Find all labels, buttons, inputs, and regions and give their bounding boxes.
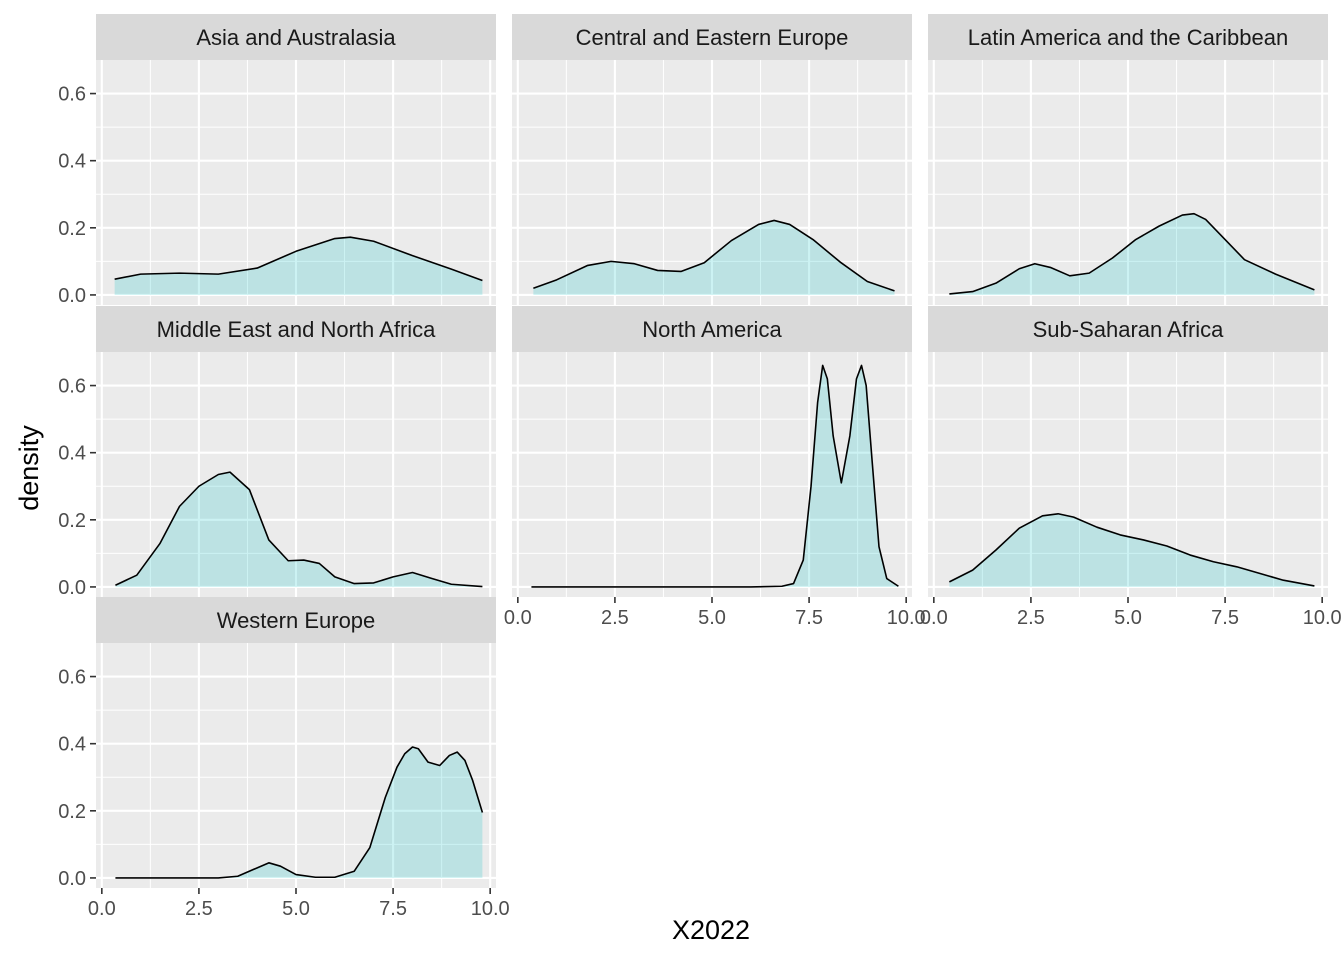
strip-label: Latin America and the Caribbean xyxy=(968,25,1288,50)
density-area xyxy=(114,237,483,295)
y-tick-label: 0.6 xyxy=(58,667,86,689)
y-tick-label: 0.0 xyxy=(58,285,86,307)
x-tick-label: 5.0 xyxy=(1114,607,1142,629)
x-tick-label: 10.0 xyxy=(887,607,926,629)
x-tick-label: 2.5 xyxy=(185,898,213,920)
y-axis-title: density xyxy=(14,425,44,511)
x-tick-label: 7.5 xyxy=(379,898,407,920)
strip-background xyxy=(96,306,496,352)
density-line xyxy=(114,236,483,282)
x-tick-label: 0.0 xyxy=(504,607,532,629)
panel-latin-america-and-the-caribbean: Latin America and the Caribbean xyxy=(928,14,1328,305)
strip-background xyxy=(928,14,1328,60)
x-tick-label: 10.0 xyxy=(471,898,510,920)
strip-label: North America xyxy=(642,317,782,342)
y-tick-label: 0.4 xyxy=(58,734,86,756)
x-tick-label: 0.0 xyxy=(920,607,948,629)
density-line xyxy=(115,746,484,879)
density-area xyxy=(949,513,1315,587)
x-tick-label: 5.0 xyxy=(698,607,726,629)
y-tick-label: 0.6 xyxy=(58,376,86,398)
y-tick-label: 0.0 xyxy=(58,577,86,599)
strip-label: Middle East and North Africa xyxy=(157,317,437,342)
strip-label: Sub-Saharan Africa xyxy=(1033,317,1225,342)
panel-north-america: North America 0.0 2.5 5.0 7.5 10.0 xyxy=(504,306,926,629)
strip-label: Western Europe xyxy=(217,608,376,633)
y-tick-label: 0.2 xyxy=(58,218,86,240)
panel-central-and-eastern-europe: Central and Eastern Europe xyxy=(512,14,912,305)
density-line xyxy=(948,512,1315,587)
y-tick-label: 0.0 xyxy=(58,868,86,890)
density-area xyxy=(115,472,483,587)
strip-background xyxy=(512,14,912,60)
x-tick-label: 2.5 xyxy=(601,607,629,629)
y-tick-label: 0.4 xyxy=(58,151,86,173)
panel-asia-and-australasia: Asia and Australasia 0.0 0.2 0.4 0.6 xyxy=(58,14,496,307)
x-tick-label: 0.0 xyxy=(88,898,116,920)
panel-western-europe: Western Europe 0.0 0.2 0.4 0.6 0.0 2.5 5.0 7.5 10… xyxy=(58,597,510,920)
strip-label: Asia and Australasia xyxy=(196,25,396,50)
panel-middle-east-and-north-africa: Middle East and North Africa 0.0 0.2 0.4 0.6 xyxy=(58,306,496,599)
x-tick-label: 5.0 xyxy=(282,898,310,920)
strip-background xyxy=(96,14,496,60)
facet-panels: Asia and Australasia 0.0 0.2 0.4 0.6 Central … xyxy=(58,14,1342,920)
density-line xyxy=(531,364,899,588)
x-tick-label: 7.5 xyxy=(795,607,823,629)
x-tick-label: 10.0 xyxy=(1303,607,1342,629)
density-line xyxy=(115,471,483,588)
density-line xyxy=(533,219,895,292)
y-tick-label: 0.2 xyxy=(58,510,86,532)
x-tick-label: 7.5 xyxy=(1211,607,1239,629)
density-line xyxy=(949,212,1315,295)
strip-label: Central and Eastern Europe xyxy=(576,25,849,50)
x-axis-title: X2022 xyxy=(672,915,750,945)
y-tick-label: 0.2 xyxy=(58,801,86,823)
y-tick-label: 0.4 xyxy=(58,443,86,465)
y-tick-label: 0.6 xyxy=(58,84,86,106)
strip-background xyxy=(928,306,1328,352)
panel-sub-saharan-africa: Sub-Saharan Africa 0.0 2.5 5.0 7.5 10.0 xyxy=(920,306,1342,629)
density-area xyxy=(533,220,895,295)
x-tick-label: 2.5 xyxy=(1017,607,1045,629)
density-area xyxy=(949,213,1315,295)
density-area xyxy=(115,747,483,878)
strip-background xyxy=(96,597,496,643)
strip-background xyxy=(512,306,912,352)
